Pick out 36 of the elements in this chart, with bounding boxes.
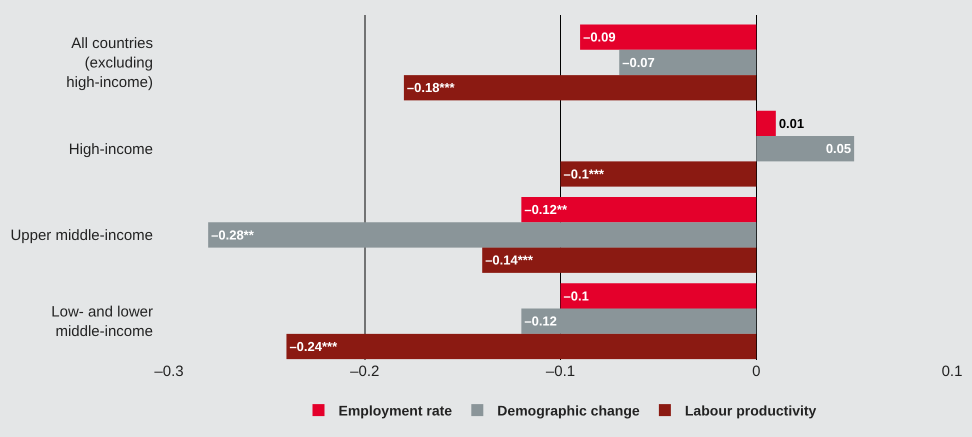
x-tick-label: –0.2 — [350, 363, 380, 380]
data-label: 0.05 — [826, 141, 852, 156]
data-label: –0.18*** — [406, 80, 456, 96]
data-label: –0.1*** — [564, 166, 605, 182]
bar — [521, 308, 756, 334]
bar — [521, 196, 756, 222]
bar — [580, 24, 756, 50]
bar — [208, 222, 756, 248]
bar — [404, 75, 756, 100]
bar — [619, 50, 756, 76]
data-label: –0.07 — [622, 54, 655, 70]
data-label: –0.1 — [564, 288, 589, 304]
bar — [560, 161, 756, 187]
y-tick-label: Upper middle-income — [10, 227, 153, 244]
bar — [756, 136, 854, 162]
bar — [756, 110, 776, 136]
data-label: –0.12 — [524, 314, 557, 329]
legend-label: Employment rate — [338, 402, 452, 419]
legend-label: Demographic change — [497, 402, 640, 419]
data-label: –0.12** — [524, 202, 568, 218]
data-label: –0.09 — [583, 30, 616, 45]
y-tick-label: All countries (excluding high-income) — [66, 35, 153, 92]
x-tick-label: 0 — [752, 363, 760, 380]
data-label: –0.24*** — [289, 338, 338, 354]
data-label: 0.01 — [778, 116, 804, 131]
y-tick-label: High-income — [68, 140, 153, 158]
data-label: –0.28** — [211, 227, 255, 242]
bar — [560, 283, 756, 309]
x-tick-label: –0.1 — [546, 363, 576, 380]
data-label: –0.14*** — [485, 252, 534, 268]
y-tick-label: Low- and lower middle-income — [51, 304, 154, 340]
x-tick-label: 0.1 — [942, 363, 962, 380]
legend-label: Labour productivity — [684, 402, 817, 419]
bar — [286, 334, 756, 360]
x-tick-label: –0.3 — [154, 363, 184, 380]
bar — [482, 248, 756, 273]
